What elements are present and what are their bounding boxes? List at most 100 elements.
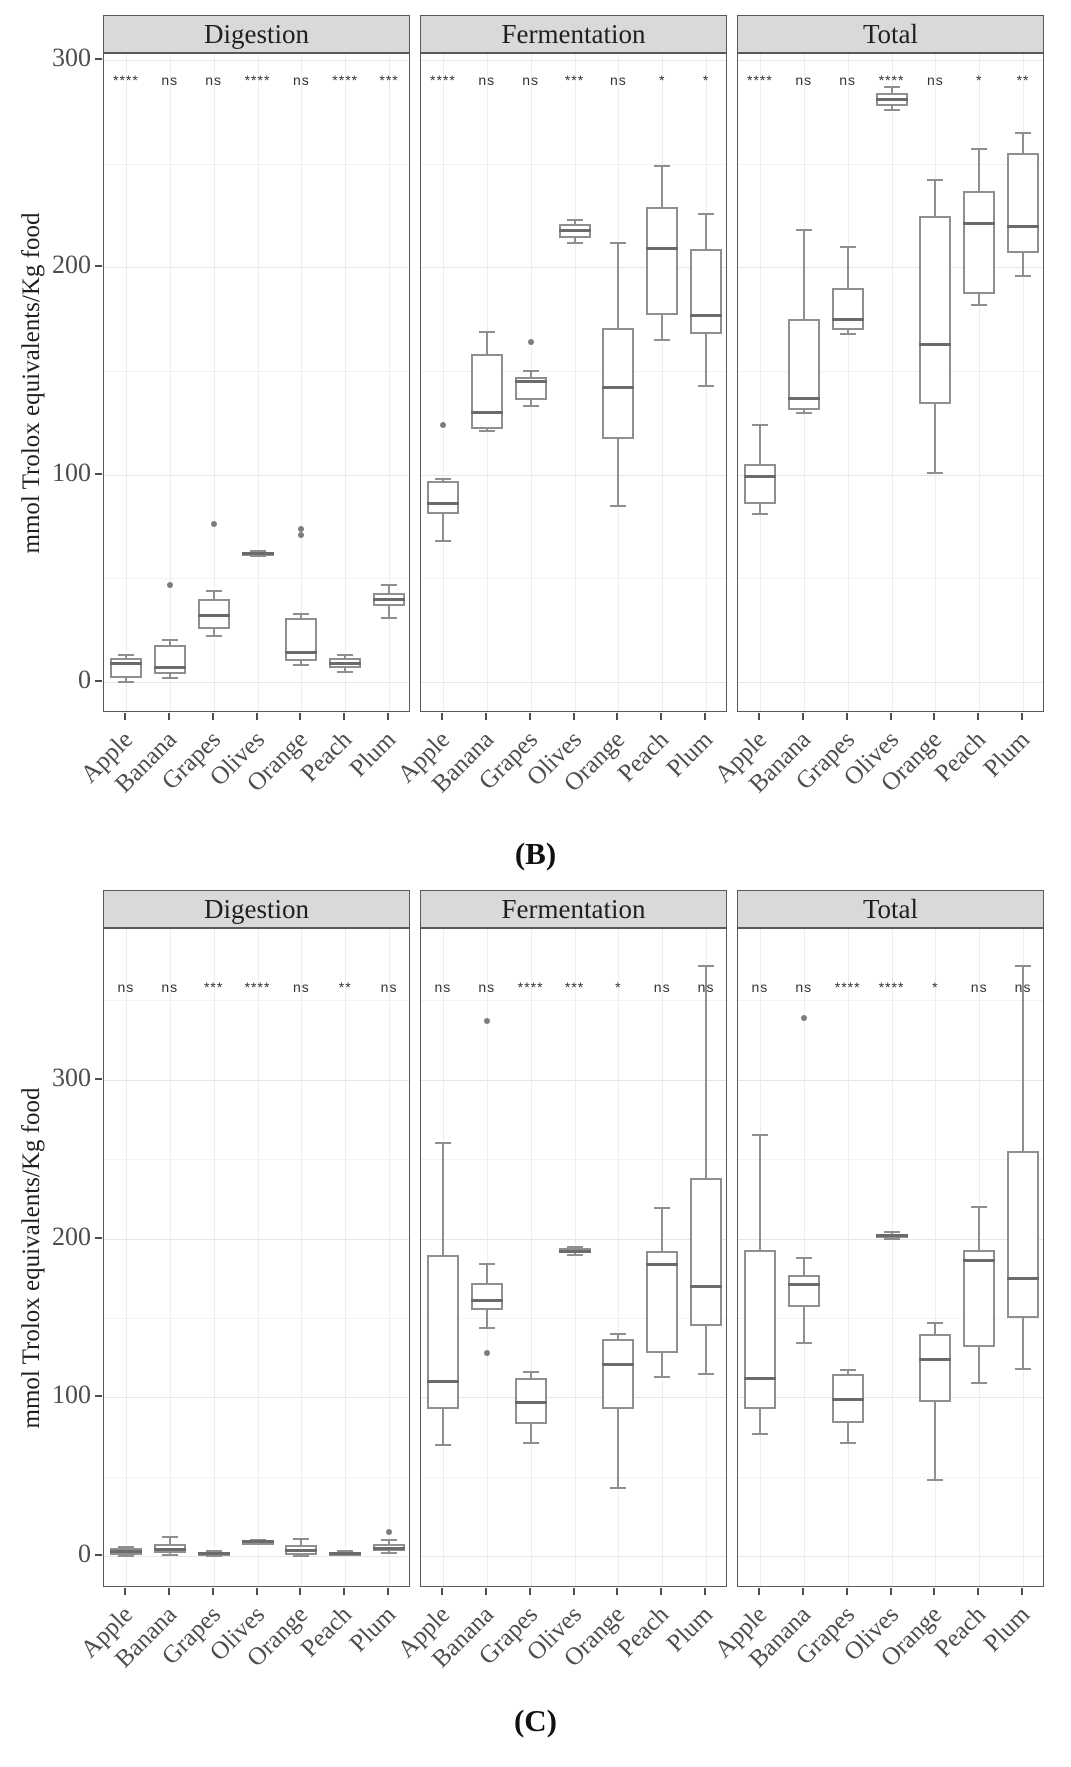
boxplot-fermentation-orange [421,54,726,711]
y-axis-tick [95,1395,102,1398]
whisker-upper [802,230,805,320]
x-axis-tick [1021,713,1024,720]
significance-label: ns [292,978,310,995]
facet-header: Fermentation [420,15,727,53]
y-axis-tick [95,1554,102,1557]
iqr-box [743,1249,776,1409]
median-line [963,1259,996,1263]
gridline-minor [738,578,1043,580]
whisker-lower [705,1325,708,1374]
facet-header: Total [737,890,1044,928]
whisker-cap-upper [293,1537,310,1540]
x-axis-tick [616,1588,619,1595]
gridline-vertical [891,54,893,711]
median-line [426,502,459,506]
boxplot-digestion-orange [104,54,409,711]
gridline-minor [421,1476,726,1478]
significance-label: ns [161,71,179,88]
median-line [963,222,996,226]
median-line [646,247,679,251]
outlier-dot [298,531,305,538]
gridline-minor [104,1000,409,1002]
gridline-vertical [442,54,444,711]
whisker-lower [388,606,391,618]
significance-label: **** [878,71,905,88]
gridline-minor [738,1159,1043,1161]
whisker-cap-upper [205,589,222,592]
x-axis-tick [845,713,848,720]
panel-caption: (C) [513,1703,558,1738]
significance-label: ns [522,71,540,88]
gridline-major [104,681,409,683]
gridline-minor [104,163,409,165]
x-axis-tick [167,1588,170,1595]
median-line [602,1362,635,1366]
whisker-cap-upper [839,245,856,248]
significance-label: ns [1014,978,1032,995]
boxplot-total-orange [738,929,1043,1586]
whisker-cap-upper [795,1256,812,1259]
whisker-cap-upper [751,1134,768,1137]
boxplot-fermentation-apple [421,929,726,1586]
gridline-major [104,267,409,269]
median-line [558,1249,591,1253]
facet-total: Total **** ns ns **** ns * ** Apple Banana Grapes O… [710,15,1044,798]
gridline-major [421,681,726,683]
gridline-minor [738,1318,1043,1320]
x-axis-tick [977,713,980,720]
whisker-lower [934,1402,937,1480]
whisker-cap-lower [795,1342,812,1345]
whisker-cap-upper [795,229,812,232]
significance-label: ns [697,978,715,995]
boxplot-total-apple [738,929,1043,1586]
whisker-upper [890,87,893,94]
whisker-cap-upper [434,1142,451,1145]
facet-title: Total [862,18,919,49]
whisker-cap-lower [381,1552,398,1555]
gridline-vertical [301,929,303,1586]
whisker-cap-lower [117,680,134,683]
gridline-vertical [257,929,259,1586]
median-line [787,1283,820,1287]
gridline-major [104,1397,409,1399]
gridline-minor [104,371,409,373]
x-axis-tick [1021,1588,1024,1595]
gridline-vertical [847,54,849,711]
gridline-minor [738,1000,1043,1002]
median-line [514,1400,547,1404]
facet-title: Total [862,893,919,924]
whisker-lower [846,329,849,334]
gridline-minor [421,163,726,165]
x-axis-tick [889,1588,892,1595]
median-line [285,1549,318,1553]
boxplot-total-olives [738,54,1043,711]
median-line [919,1357,952,1361]
significance-label: **** [244,978,271,995]
boxplot-total-grapes [738,54,1043,711]
whisker-lower [441,1408,444,1446]
whisker-upper [934,180,937,216]
x-axis-tick [123,713,126,720]
x-axis-tick [211,1588,214,1595]
gridline-vertical [301,54,303,711]
whisker-cap-lower [478,1326,495,1329]
significance-label: ns [839,71,857,88]
whisker-cap-upper [249,1539,266,1542]
x-axis-tick [484,1588,487,1595]
x-axis-tick [757,1588,760,1595]
boxplot-digestion-banana [104,54,409,711]
whisker-upper [934,1322,937,1334]
x-axis-tick [211,713,214,720]
whisker-upper [344,654,347,659]
median-line [831,317,864,321]
iqr-box [831,288,864,330]
y-axis-tick [95,58,102,61]
iqr-box [919,215,952,405]
whisker-cap-upper [610,1332,627,1335]
gridline-major [104,60,409,62]
x-axis-tick [299,713,302,720]
significance-label: **** [113,71,139,88]
significance-label: ns [795,71,813,88]
y-axis-tick [95,1077,102,1080]
